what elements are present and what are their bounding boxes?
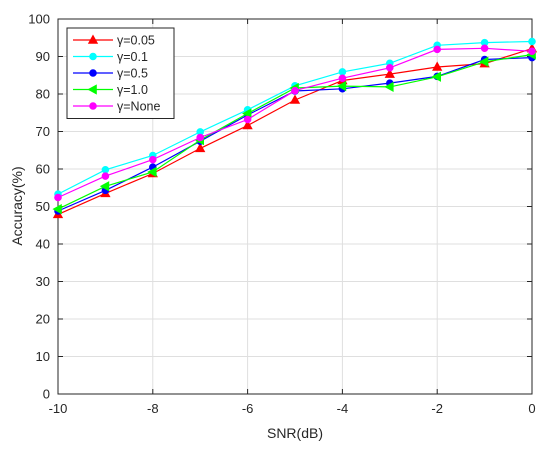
series-5 bbox=[54, 44, 536, 202]
legend-entry: γ=None bbox=[73, 100, 160, 114]
data-point bbox=[386, 63, 394, 72]
data-point bbox=[480, 44, 489, 53]
y-tick-label: 50 bbox=[36, 199, 50, 214]
data-point bbox=[338, 74, 347, 83]
data-point bbox=[101, 165, 110, 174]
y-tick-label: 0 bbox=[43, 387, 50, 402]
x-tick-label: 0 bbox=[528, 401, 535, 416]
data-point bbox=[336, 80, 347, 92]
data-point bbox=[432, 61, 443, 71]
legend-entry: γ=1.0 bbox=[73, 83, 148, 97]
x-tick-label: -2 bbox=[431, 401, 443, 416]
legend-label: γ=None bbox=[117, 100, 160, 114]
x-tick-label: -4 bbox=[337, 401, 349, 416]
y-axis-label: Accuracy(%) bbox=[9, 166, 25, 245]
legend-entry: γ=0.5 bbox=[73, 67, 148, 81]
x-tick-label: -8 bbox=[147, 401, 159, 416]
legend-label: γ=0.1 bbox=[117, 50, 148, 64]
data-point bbox=[433, 45, 442, 54]
data-point bbox=[384, 81, 394, 93]
data-point bbox=[54, 193, 62, 202]
data-point bbox=[338, 68, 347, 76]
legend-label: γ=1.0 bbox=[117, 83, 148, 97]
legend-marker bbox=[87, 34, 99, 44]
y-tick-label: 100 bbox=[28, 12, 50, 27]
legend: γ=0.05 γ=0.1 γ=0.5 γ=1.0 γ=None bbox=[66, 27, 175, 119]
data-point bbox=[479, 56, 489, 67]
data-point bbox=[242, 108, 252, 119]
legend-entry: γ=0.05 bbox=[73, 34, 155, 48]
data-point bbox=[528, 37, 536, 46]
axis-ticks: -10 -8 -6 -4 -2 0 0 10 20 30 40 50 60 70 80 90 100 bbox=[28, 12, 535, 417]
y-tick-label: 60 bbox=[36, 162, 50, 177]
data-point bbox=[52, 203, 62, 215]
x-tick-label: -6 bbox=[242, 401, 254, 416]
y-tick-label: 90 bbox=[36, 49, 50, 64]
data-point bbox=[384, 68, 395, 78]
y-tick-label: 40 bbox=[36, 237, 50, 252]
y-tick-label: 70 bbox=[36, 124, 50, 139]
y-tick-label: 30 bbox=[36, 274, 50, 289]
data-point bbox=[147, 166, 157, 178]
y-tick-label: 20 bbox=[36, 312, 50, 327]
y-tick-label: 10 bbox=[36, 349, 50, 364]
x-tick-label: -10 bbox=[49, 401, 68, 416]
legend-entry: γ=0.1 bbox=[73, 50, 148, 64]
data-point bbox=[431, 71, 441, 82]
data-point bbox=[291, 86, 299, 95]
y-tick-label: 80 bbox=[36, 87, 50, 102]
data-point bbox=[196, 133, 204, 142]
legend-label: γ=0.05 bbox=[117, 34, 155, 48]
legend-marker bbox=[89, 102, 97, 110]
data-point bbox=[101, 172, 110, 180]
legend-label: γ=0.5 bbox=[117, 67, 148, 81]
data-point bbox=[149, 155, 157, 164]
legend-marker bbox=[87, 84, 97, 95]
data-point bbox=[242, 119, 253, 130]
data-point bbox=[99, 181, 110, 192]
legend-marker bbox=[89, 69, 97, 77]
legend-marker bbox=[89, 52, 97, 61]
series-group bbox=[52, 37, 538, 219]
data-point bbox=[289, 94, 301, 104]
x-axis-label: SNR(dB) bbox=[267, 425, 323, 441]
data-point bbox=[243, 115, 252, 124]
data-point bbox=[195, 142, 206, 153]
data-point bbox=[528, 47, 536, 56]
